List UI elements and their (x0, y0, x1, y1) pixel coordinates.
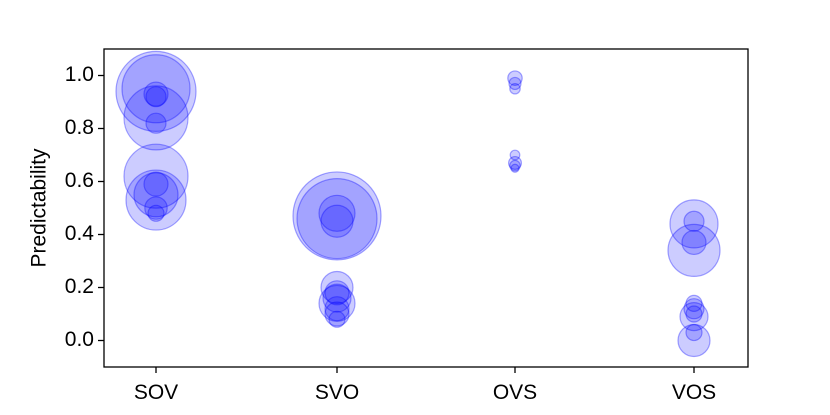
data-point-vos (685, 323, 703, 342)
data-point-vos (667, 223, 721, 277)
data-point-ovs (509, 149, 521, 161)
data-point-ovs (508, 76, 522, 91)
y-tick-label: 0.8 (65, 116, 94, 139)
data-point-sov (121, 54, 191, 124)
y-tick-label: 0.4 (65, 222, 95, 245)
data-point-svo (318, 194, 356, 232)
data-point-svo (292, 171, 382, 261)
data-point-ovs (509, 159, 521, 172)
data-point-vos (683, 298, 705, 320)
y-tick-label: 0.6 (65, 169, 94, 192)
data-point-svo (324, 280, 350, 306)
data-point-vos (677, 323, 711, 358)
x-tick-label-svo: SVO (315, 381, 359, 404)
x-tick-label-sov: SOV (134, 381, 178, 404)
x-tick-label-vos: VOS (672, 381, 716, 404)
x-tick-label-ovs: OVS (493, 381, 537, 404)
data-point-sov (143, 171, 169, 197)
data-point-svo (296, 178, 378, 260)
y-tick-label: 0.0 (65, 328, 94, 351)
data-point-ovs (510, 163, 520, 173)
data-point-vos (681, 229, 707, 256)
plot-frame (103, 48, 749, 368)
data-point-vos (685, 294, 703, 312)
data-point-sov (133, 172, 179, 218)
data-point-sov (125, 169, 187, 231)
data-point-ovs (507, 70, 523, 86)
data-point-svo (320, 204, 354, 238)
y-axis-title: Predictability (28, 148, 51, 268)
data-point-svo (324, 301, 350, 327)
data-point-svo (320, 270, 354, 305)
x-axis: SOV SVO OVS VOS (134, 367, 716, 404)
y-tick-label: 1.0 (65, 63, 94, 86)
data-point-sov (123, 85, 189, 151)
data-point-sov (143, 81, 169, 107)
data-point-vos (669, 199, 719, 249)
data-point-sov (144, 196, 168, 220)
plot-area (104, 49, 748, 367)
data-point-vos (683, 210, 705, 232)
data-point-sov (145, 86, 167, 108)
data-point-sov (147, 204, 165, 222)
data-point-svo (318, 284, 356, 322)
y-axis: 0.0 0.2 0.4 0.6 0.8 1.0 (65, 63, 104, 351)
y-tick-label: 0.2 (65, 275, 94, 298)
data-point-svo (328, 310, 346, 328)
data-point-sov (115, 50, 197, 133)
data-point-sov (123, 143, 189, 209)
data-point-svo (322, 283, 352, 313)
data-point-ovs (509, 82, 521, 95)
data-point-svo (324, 296, 350, 322)
data-point-sov (145, 112, 167, 134)
data-point-ovs (508, 155, 523, 170)
data-points (115, 50, 721, 358)
data-point-vos (679, 302, 709, 332)
data-point-vos (685, 305, 703, 323)
